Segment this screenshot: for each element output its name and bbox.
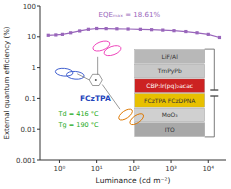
data-point bbox=[207, 33, 210, 36]
y-tick-label: 10 bbox=[27, 33, 36, 41]
chart: 0.001 0.01 0.1 1 10 100 10⁰ 10¹ 10² 10³ 10⁴ Luminan… bbox=[0, 0, 231, 189]
y-tick-label: 0.01 bbox=[20, 126, 36, 134]
data-point bbox=[54, 33, 57, 36]
layer-label: LiF/Al bbox=[162, 53, 179, 60]
y-tick bbox=[37, 98, 40, 99]
layer-label: ITO bbox=[165, 126, 175, 133]
x-tick bbox=[96, 160, 97, 163]
circuit-wire bbox=[205, 96, 215, 137]
y-tick bbox=[37, 67, 40, 68]
device-stack: LiF/Al TmPyPb CBP:Ir(pq)₂acac FCzTPA FCzDPN… bbox=[135, 49, 219, 137]
y-tick-label: 1 bbox=[32, 64, 36, 72]
x-tick-label: 10⁰ bbox=[54, 165, 66, 173]
layer-label: TmPyPb bbox=[157, 67, 182, 75]
data-point bbox=[105, 27, 108, 30]
y-axis-label: External quantum efficiency (%) bbox=[3, 26, 11, 139]
x-tick bbox=[171, 160, 172, 163]
data-point bbox=[95, 27, 98, 30]
x-tick bbox=[59, 160, 60, 163]
device-layer bbox=[135, 108, 205, 122]
data-point bbox=[69, 31, 72, 34]
molecule-ring bbox=[128, 112, 145, 127]
layer-label: FCzTPA FCzDPNA bbox=[144, 97, 196, 104]
layer-label: MoO₃ bbox=[162, 111, 179, 118]
data-point bbox=[126, 27, 129, 30]
data-point bbox=[78, 29, 81, 32]
y-tick bbox=[37, 160, 40, 161]
td-label: Td = 416 °C bbox=[58, 110, 99, 118]
data-point bbox=[115, 27, 118, 30]
y-tick-label: 100 bbox=[23, 3, 36, 11]
molecule-ring bbox=[103, 44, 123, 58]
molecule-ring bbox=[66, 71, 84, 80]
data-point bbox=[218, 36, 221, 39]
eqe-annotation: EQEₘₐₓ = 18.61% bbox=[98, 11, 160, 19]
molecule-ring bbox=[92, 39, 112, 53]
x-axis bbox=[40, 160, 226, 161]
x-tick bbox=[208, 160, 209, 163]
molecule-atom bbox=[95, 79, 97, 81]
data-point bbox=[87, 28, 90, 31]
y-axis bbox=[40, 6, 41, 160]
y-tick-label: 0.001 bbox=[16, 157, 36, 165]
x-tick-label: 10⁴ bbox=[202, 165, 214, 173]
data-point bbox=[172, 29, 175, 32]
data-point bbox=[195, 31, 198, 34]
device-layer bbox=[135, 123, 205, 137]
data-point bbox=[61, 33, 64, 36]
device-layer bbox=[135, 64, 205, 78]
capacitor-plate bbox=[210, 95, 218, 96]
device-layer bbox=[135, 50, 205, 64]
circuit-wire bbox=[205, 49, 215, 90]
tg-label: Tg = 190 °C bbox=[58, 121, 99, 129]
data-point bbox=[161, 29, 164, 32]
molecule-bond bbox=[97, 57, 98, 75]
x-tick bbox=[133, 160, 134, 163]
data-point bbox=[139, 28, 142, 31]
data-point bbox=[184, 30, 187, 33]
y-tick bbox=[37, 6, 40, 7]
molecule-label: FCzTPA bbox=[80, 94, 111, 103]
y-tick bbox=[37, 36, 40, 37]
x-axis-label: Luminance (cd m⁻²) bbox=[96, 176, 171, 185]
plot-area bbox=[47, 27, 221, 39]
x-tick-label: 10¹ bbox=[91, 165, 103, 173]
device-layer bbox=[135, 79, 205, 93]
y-tick-label: 0.1 bbox=[25, 95, 36, 103]
molecule-bond bbox=[77, 74, 89, 80]
y-tick bbox=[37, 129, 40, 130]
molecule-ring bbox=[55, 68, 73, 77]
layer-label: CBP:Ir(pq)₂acac bbox=[146, 82, 193, 90]
eqe-line bbox=[48, 28, 219, 37]
data-point bbox=[150, 28, 153, 31]
x-tick-label: 10² bbox=[128, 165, 140, 173]
molecule-ring bbox=[117, 107, 134, 122]
data-point bbox=[47, 34, 50, 37]
capacitor-plate bbox=[210, 89, 218, 90]
device-layer bbox=[135, 94, 205, 108]
molecule-core bbox=[89, 74, 102, 85]
molecule-sketch bbox=[55, 39, 145, 127]
x-tick-label: 10³ bbox=[165, 165, 177, 173]
